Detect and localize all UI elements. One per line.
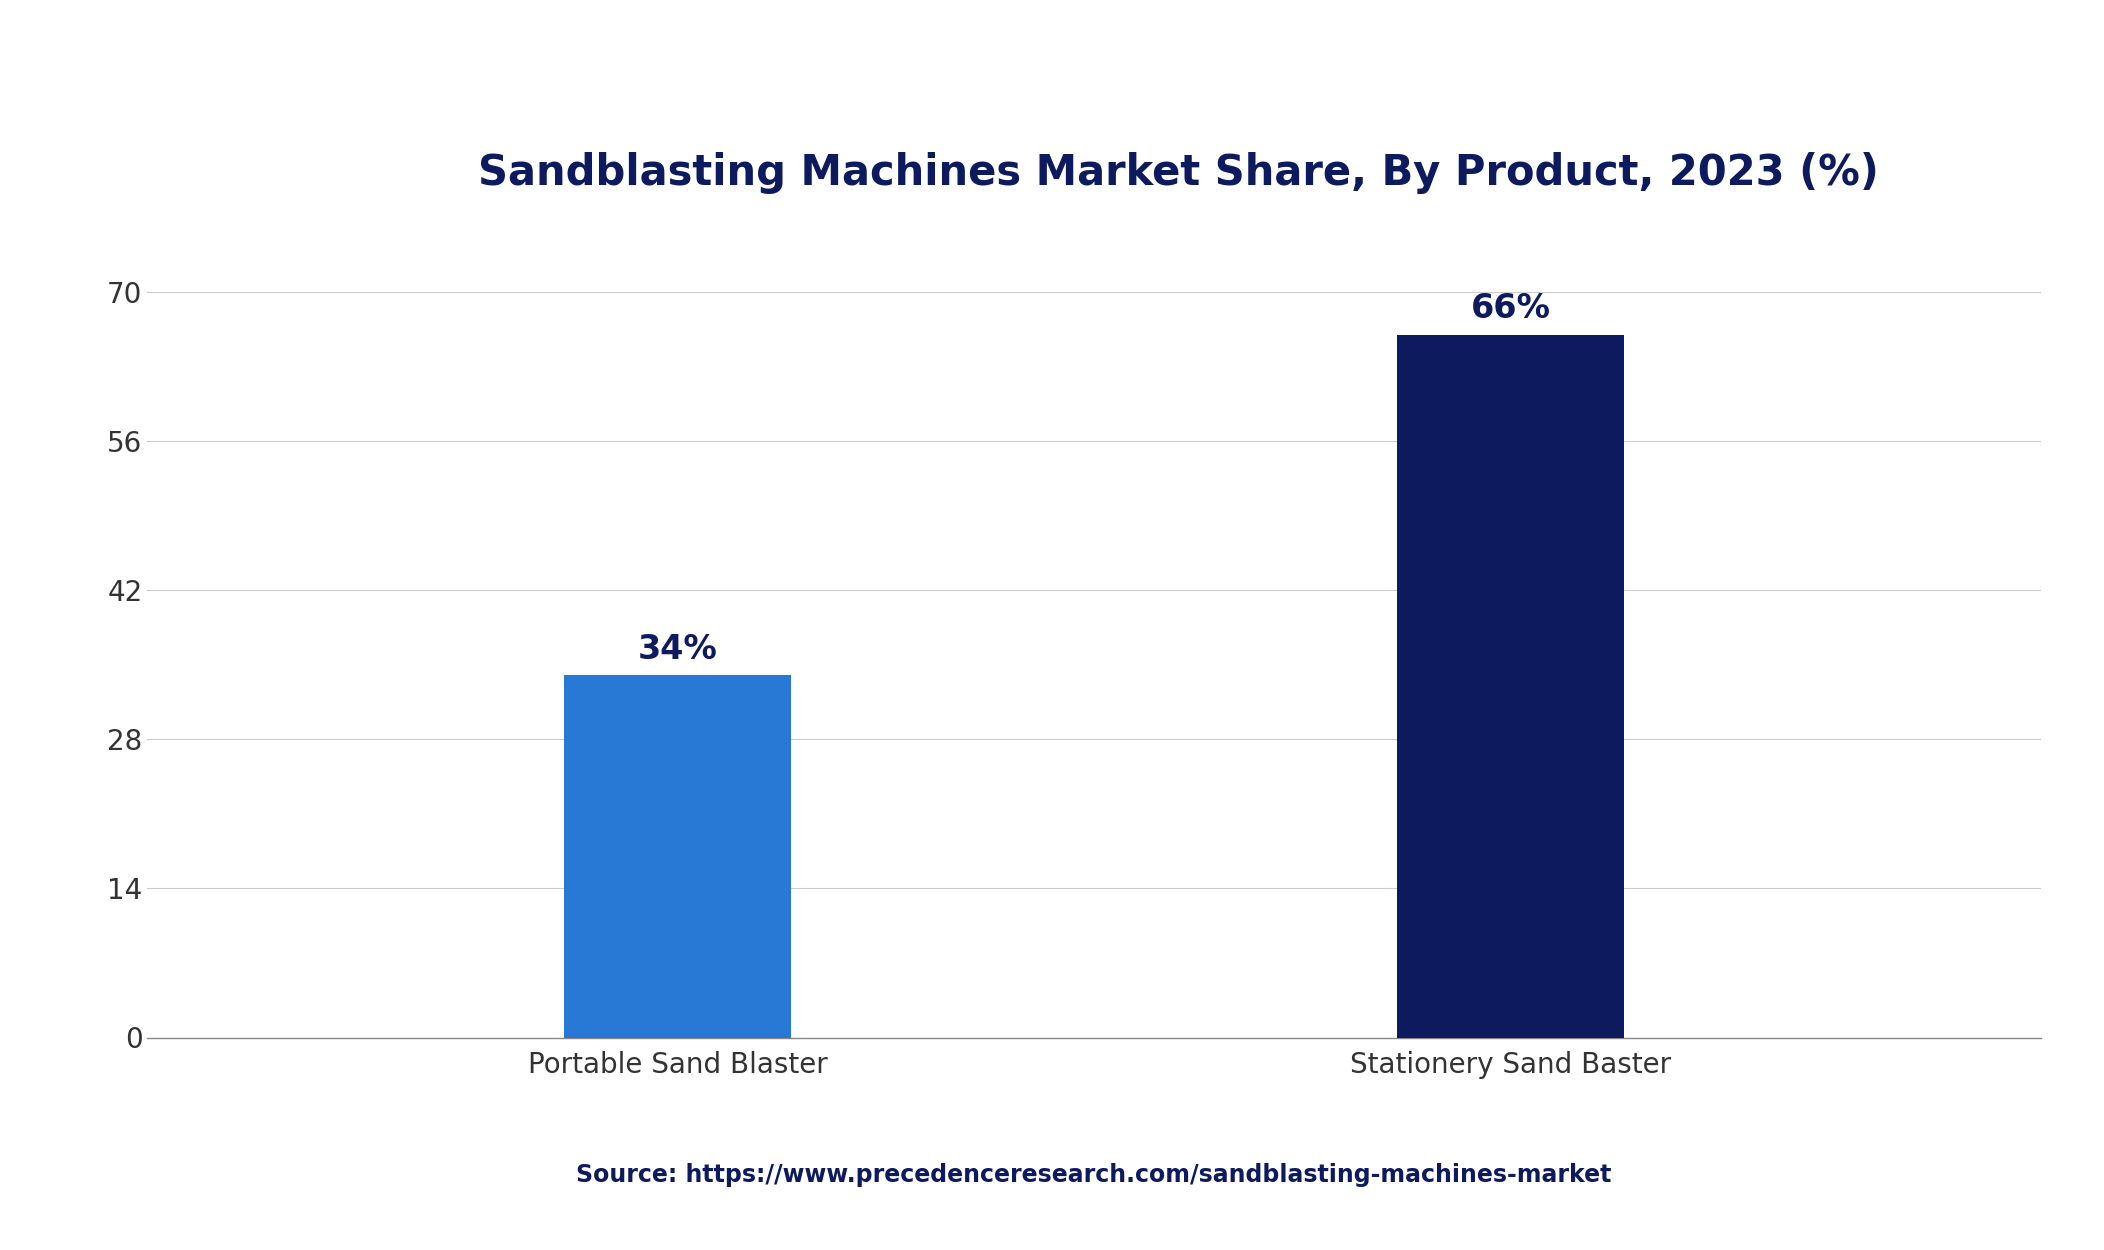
Text: Sandblasting Machines Market Share, By Product, 2023 (%): Sandblasting Machines Market Share, By P… [478, 152, 1879, 194]
Text: Source: https://www.precedenceresearch.com/sandblasting-machines-market: Source: https://www.precedenceresearch.c… [576, 1162, 1612, 1187]
Text: 66%: 66% [1471, 292, 1551, 325]
Text: R E S E A R C H: R E S E A R C H [67, 84, 164, 96]
Bar [564, 675, 791, 1038]
Text: Precedence: Precedence [53, 28, 179, 46]
Text: 34%: 34% [638, 632, 717, 666]
Bar [1397, 335, 1624, 1038]
